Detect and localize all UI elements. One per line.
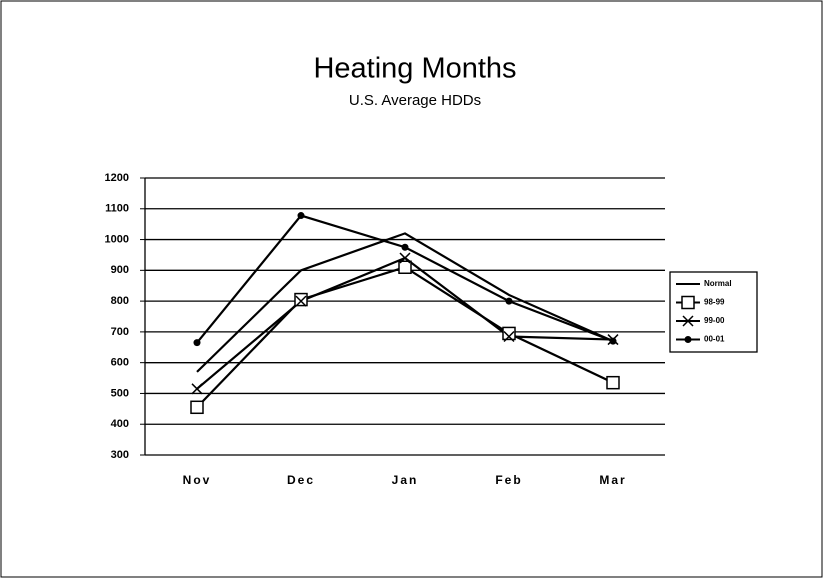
- marker: [295, 295, 307, 307]
- series-line: [196, 232, 614, 373]
- marker: [398, 260, 412, 275]
- y-tick-label: 900: [111, 264, 129, 276]
- legend-label: 99-00: [704, 316, 725, 325]
- y-tick-label: 1000: [105, 233, 129, 245]
- chart-title: Heating Months: [313, 53, 516, 85]
- y-tick-label: 800: [111, 295, 129, 307]
- chart-subtitle: U.S. Average HDDs: [349, 92, 481, 109]
- marker: [505, 297, 513, 305]
- marker: [681, 295, 695, 310]
- x-tick-label: Nov: [183, 473, 212, 487]
- legend-label: 98-99: [704, 298, 725, 307]
- marker: [401, 243, 409, 251]
- marker: [294, 292, 308, 307]
- x-tick-label: Dec: [287, 473, 315, 487]
- marker: [503, 330, 515, 343]
- y-tick-label: 1100: [105, 203, 129, 215]
- marker: [502, 326, 516, 341]
- y-tick-label: 400: [111, 418, 129, 430]
- y-tick-label: 300: [111, 449, 129, 461]
- x-tick-label: Mar: [599, 473, 626, 487]
- marker: [399, 252, 411, 264]
- marker: [684, 336, 692, 343]
- marker: [193, 339, 201, 347]
- marker: [190, 400, 204, 415]
- legend-label: 00-01: [704, 335, 725, 344]
- x-tick-label: Jan: [392, 473, 419, 487]
- marker: [297, 212, 305, 220]
- marker: [606, 375, 620, 390]
- marker: [609, 337, 617, 345]
- marker: [191, 383, 203, 395]
- y-tick-label: 1200: [105, 172, 129, 184]
- marker: [682, 315, 694, 327]
- y-tick-label: 500: [111, 387, 129, 399]
- y-tick-label: 600: [111, 357, 129, 369]
- legend-label: Normal: [704, 279, 732, 288]
- x-tick-label: Feb: [495, 473, 522, 487]
- y-tick-label: 700: [111, 326, 129, 338]
